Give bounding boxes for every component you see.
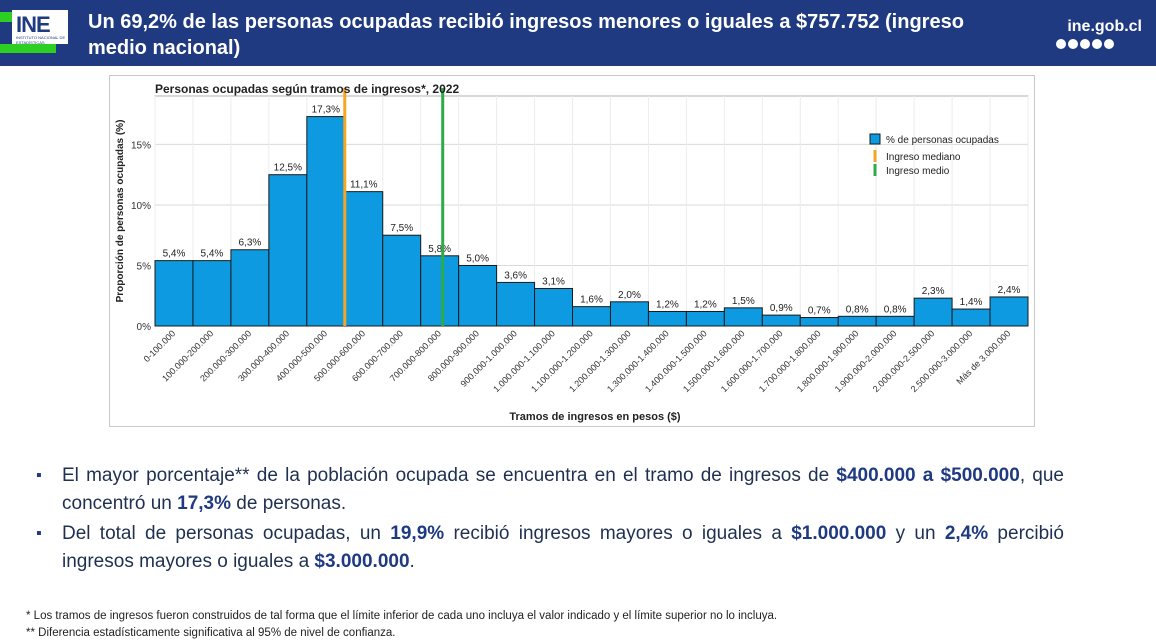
bar	[458, 264, 498, 327]
bullet-text: El mayor porcentaje** de la población oc…	[62, 465, 837, 486]
bar	[420, 255, 460, 327]
twitter-icon[interactable]	[1068, 39, 1078, 49]
site-link[interactable]: ine.gob.cl	[1067, 18, 1142, 35]
bar	[192, 260, 232, 327]
bar-value-label: 1,5%	[732, 296, 755, 307]
bullet-item-2: Del total de personas ocupadas, un 19,9%…	[36, 520, 1064, 576]
bar-value-label: 12,5%	[274, 163, 302, 174]
legend-swatch-series	[869, 133, 881, 145]
bullet-text: , que concentró un	[62, 465, 1064, 514]
bar-value-label: 7,5%	[390, 223, 413, 234]
bar	[496, 281, 536, 327]
bar	[989, 296, 1029, 327]
bullet-highlight: 19,9%	[390, 523, 445, 544]
bar-value-label: 0,8%	[884, 304, 907, 315]
logo-accent-1	[0, 12, 22, 22]
bar	[382, 234, 422, 327]
youtube-icon[interactable]	[1080, 39, 1090, 49]
facebook-icon[interactable]	[1056, 39, 1066, 49]
footnotes: * Los tramos de ingresos fueron construi…	[26, 608, 777, 642]
bar	[685, 310, 725, 327]
bullet-highlight: $400.000 a $500.000	[836, 465, 1020, 486]
bar-value-label: 1,4%	[960, 297, 983, 308]
logo-subtext: INSTITUTO NACIONAL DE ESTADÍSTICAS	[16, 35, 66, 45]
bar-value-label: 0,8%	[846, 304, 869, 315]
logo-accent-2	[0, 44, 56, 53]
social-links	[1056, 39, 1114, 49]
logo-text: INE	[16, 12, 51, 37]
y-tick-label: 10%	[131, 201, 151, 212]
bar	[647, 310, 687, 327]
ine-logo[interactable]: INE INSTITUTO NACIONAL DE ESTADÍSTICAS	[0, 10, 72, 60]
bar	[268, 174, 308, 327]
bar	[344, 191, 384, 327]
bar-value-label: 0,9%	[770, 303, 793, 314]
bullet-text: percibió ingresos mayores o iguales a	[62, 523, 1064, 572]
bullet-highlight: 2,4%	[944, 523, 989, 544]
bar	[230, 249, 270, 327]
bullet-text: Del total de personas ocupadas, un	[62, 523, 391, 544]
bar	[837, 315, 877, 327]
bar-value-label: 17,3%	[312, 105, 340, 116]
bar	[609, 301, 649, 327]
bullet-highlight: $3.000.000	[314, 551, 410, 572]
bullet-highlight: $1.000.000	[791, 523, 887, 544]
linkedin-icon[interactable]	[1092, 39, 1102, 49]
y-tick-label: 5%	[137, 261, 152, 272]
bar	[951, 308, 991, 327]
bar-value-label: 2,0%	[618, 290, 641, 301]
bar-value-label: 5,0%	[466, 253, 489, 264]
footnote-1: * Los tramos de ingresos fueron construi…	[26, 610, 778, 622]
bar-value-label: 6,3%	[238, 238, 261, 249]
bar-value-label: 2,4%	[998, 285, 1021, 296]
bar-value-label: 3,6%	[504, 270, 527, 281]
bar	[534, 287, 574, 327]
bar-value-label: 3,1%	[542, 276, 565, 287]
bullet-highlight: 17,3%	[177, 493, 232, 514]
bar-value-label: 1,2%	[656, 299, 679, 310]
bar	[913, 297, 953, 327]
bar-value-label: 5,4%	[163, 249, 186, 260]
bar-value-label: 11,1%	[350, 180, 378, 191]
bar-value-label: 5,4%	[201, 249, 224, 260]
y-tick-label: 0%	[137, 322, 152, 333]
bar	[723, 307, 763, 327]
legend-label-reference: Ingreso medio	[886, 166, 950, 177]
bar-value-label: 1,6%	[580, 295, 603, 306]
bullet-text: recibió ingresos mayores o iguales a	[444, 523, 792, 544]
bullet-text: .	[409, 551, 415, 572]
chart-frame: 0% 5% 10% 15% 5,4% 5,4% 6,3% 12,5% 17,3% 11,1% 7,5…	[109, 75, 1035, 427]
income-histogram-chart: 0% 5% 10% 15% 5,4% 5,4% 6,3% 12,5% 17,3% 11,1% 7,5…	[115, 82, 1029, 423]
header-bar: INE INSTITUTO NACIONAL DE ESTADÍSTICAS U…	[0, 0, 1156, 66]
bar	[875, 315, 915, 327]
bar	[154, 260, 194, 327]
bar-value-label: 2,3%	[922, 286, 945, 297]
bullet-list: El mayor porcentaje** de la población oc…	[36, 462, 1064, 578]
y-axis-label: Proporción de personas ocupadas (%)	[115, 120, 126, 303]
bar	[306, 116, 346, 327]
bullet-text: y un	[886, 523, 945, 544]
bar	[799, 317, 839, 327]
legend-label-reference: Ingreso mediano	[886, 152, 961, 163]
logo-box	[12, 10, 68, 44]
bar-value-label: 0,7%	[808, 306, 831, 317]
bar	[572, 306, 611, 327]
instagram-icon[interactable]	[1104, 39, 1114, 49]
legend-label-series: % de personas ocupadas	[886, 135, 999, 146]
x-axis-label: Tramos de ingresos en pesos ($)	[509, 411, 681, 423]
chart-title: Personas ocupadas según tramos de ingres…	[155, 82, 459, 96]
bar-value-label: 1,2%	[694, 299, 717, 310]
x-tick-label: 0-100.000	[142, 328, 178, 364]
bullet-text: de personas.	[231, 493, 347, 514]
page-title: Un 69,2% de las personas ocupadas recibi…	[88, 11, 964, 59]
bar	[761, 314, 801, 327]
y-tick-label: 15%	[131, 140, 151, 151]
bullet-item-1: El mayor porcentaje** de la población oc…	[36, 462, 1064, 518]
bar-value-label: 5,8%	[428, 244, 451, 255]
footnote-2: ** Diferencia estadísticamente significa…	[26, 627, 396, 639]
